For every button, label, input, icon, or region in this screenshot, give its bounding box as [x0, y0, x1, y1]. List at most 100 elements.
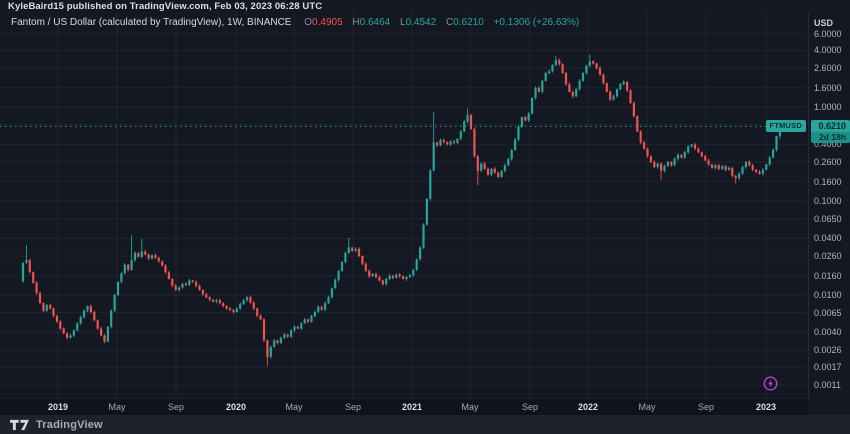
candle-body	[144, 251, 147, 255]
candle-body	[755, 169, 758, 172]
candle-body	[707, 160, 710, 165]
candle-body	[249, 297, 252, 303]
candle-body	[415, 259, 418, 270]
footer-bar: TradingView	[0, 415, 850, 434]
candle-body	[588, 61, 591, 66]
candle-body	[653, 162, 656, 167]
price-axis-label: 0.4000	[814, 139, 842, 150]
candle-body	[157, 257, 160, 262]
candle-body	[198, 285, 201, 290]
candle-body	[167, 272, 170, 279]
candle-body	[548, 71, 551, 73]
candle-body	[710, 164, 714, 168]
candle-body	[456, 138, 459, 143]
candle-body	[123, 264, 126, 274]
candle-body	[388, 275, 391, 279]
candle-body	[218, 300, 221, 304]
candle-body	[347, 247, 350, 253]
price-axis-label: 6.0000	[814, 28, 842, 39]
candle-body	[374, 273, 378, 278]
candle-body	[761, 169, 764, 174]
candle-body	[354, 248, 357, 251]
candle-body	[425, 199, 428, 225]
symbol-tag: FTMUSD	[765, 120, 806, 133]
candle-body	[744, 162, 747, 167]
candle-body	[252, 302, 255, 309]
candle-body	[564, 73, 568, 85]
candle-body	[452, 141, 456, 143]
candle-body	[259, 315, 262, 320]
candle-body	[100, 328, 103, 336]
candle-body	[622, 81, 625, 85]
candle-body	[25, 260, 28, 263]
candle-body	[21, 262, 25, 282]
candle-body	[55, 315, 58, 322]
candle-body	[463, 121, 466, 132]
candle-body	[544, 73, 547, 81]
candle-body	[262, 319, 266, 341]
candle-body	[449, 141, 452, 145]
candle-body	[480, 163, 483, 171]
brand-name[interactable]: TradingView	[36, 418, 103, 431]
candle-body	[592, 61, 595, 64]
candle-body	[602, 74, 605, 83]
chart-legend[interactable]: Fantom / US Dollar (calculated by Tradin…	[11, 16, 586, 30]
tradingview-logo-icon[interactable]	[9, 419, 30, 431]
candle-body	[327, 297, 330, 304]
low-value: 0.4542	[405, 17, 437, 28]
time-axis[interactable]: 2019 May Sep 2020 May Sep 2021 May Sep 2022 May Sep…	[0, 398, 808, 415]
candle-body	[676, 154, 680, 159]
candle-body	[38, 293, 42, 304]
candle-body	[215, 300, 218, 302]
candle-body	[765, 164, 768, 170]
candle-body	[666, 162, 669, 167]
candle-body	[181, 283, 184, 288]
time-axis-label: Sep	[697, 402, 715, 412]
close-value: 0.6210	[453, 17, 484, 28]
candle-body	[266, 340, 269, 357]
candle-body	[127, 264, 130, 270]
candle-body	[337, 271, 340, 280]
price-axis[interactable]: USD 0.6210 2d 18h 6.0000 4.0000 2.6000 1.60…	[808, 12, 850, 398]
candle-body	[534, 87, 537, 98]
currency-label: USD	[814, 18, 834, 28]
candle-body	[429, 170, 432, 199]
candle-body	[269, 347, 272, 357]
price-axis-label: 0.0040	[814, 327, 842, 338]
candle-body	[361, 256, 364, 264]
candle-body	[660, 163, 663, 171]
candle-body	[422, 224, 425, 248]
candle-body	[541, 80, 544, 92]
candle-body	[490, 168, 493, 175]
candle-body	[615, 89, 619, 97]
candle-body	[520, 117, 523, 127]
candle-body	[378, 277, 381, 281]
candle-body	[293, 326, 296, 331]
candle-body	[357, 248, 361, 256]
price-axis-label: 0.0260	[814, 251, 842, 261]
candle-body	[605, 83, 608, 92]
candle-body	[52, 308, 55, 316]
candle-body	[174, 285, 177, 290]
candle-body	[300, 323, 303, 329]
candle-body	[473, 129, 476, 157]
candle-body	[663, 166, 666, 171]
candle-body	[469, 115, 473, 130]
price-axis-label: 0.0011	[814, 380, 841, 391]
candle-body	[147, 254, 150, 259]
price-axis-label: 0.0100	[814, 290, 842, 300]
candle-body	[432, 142, 435, 171]
candle-body	[371, 273, 374, 277]
candle-body	[201, 290, 204, 295]
candle-body	[79, 317, 82, 324]
idea-marker[interactable]	[763, 376, 778, 391]
candle-body	[154, 255, 157, 258]
candle-body	[290, 330, 293, 337]
candle-body	[208, 297, 211, 300]
high-value: 0.6464	[359, 17, 391, 28]
candle-body	[106, 326, 109, 342]
candle-body	[140, 251, 143, 257]
candle-body	[775, 136, 778, 150]
candle-body	[59, 321, 62, 329]
